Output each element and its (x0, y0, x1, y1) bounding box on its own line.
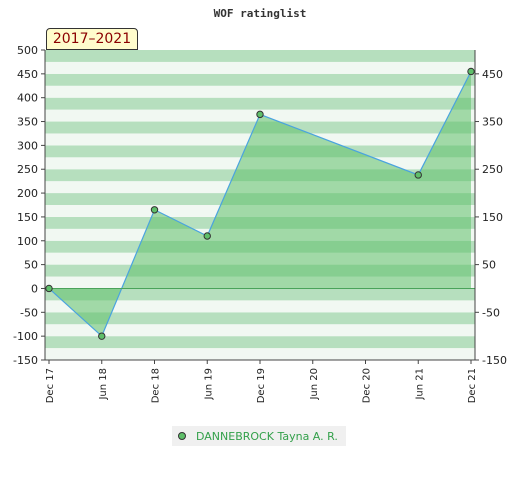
left-tick-label: 250 (17, 163, 38, 176)
x-tick-label: Dec 21 (467, 368, 478, 403)
background-band (45, 300, 475, 313)
legend[interactable]: DANNEBROCK Tayna A. R. (172, 426, 346, 446)
right-axis-ticks: 450 350 250 150 50 -50 -150 (475, 68, 507, 367)
left-axis-ticks: 500450400350300250200150100500-50-100-15… (13, 44, 45, 367)
background-band (45, 312, 475, 325)
right-tick-label: -150 (482, 354, 507, 367)
series-area-fill (49, 71, 471, 337)
left-tick-label: -100 (13, 330, 38, 343)
left-tick-label: 500 (17, 44, 38, 57)
background-band (45, 336, 475, 349)
left-tick-label: 100 (17, 235, 38, 248)
left-tick-label: 50 (24, 259, 38, 272)
right-tick-label: 150 (482, 211, 503, 224)
right-tick-label: 50 (482, 259, 496, 272)
background-band (45, 97, 475, 110)
x-tick-label: Dec 17 (45, 368, 56, 403)
left-tick-label: 150 (17, 211, 38, 224)
data-point (467, 67, 475, 76)
right-tick-label: 450 (482, 68, 503, 81)
background-band (45, 324, 475, 337)
x-tick-label: Dec 20 (362, 368, 373, 403)
data-point (150, 206, 159, 214)
data-point (414, 171, 422, 179)
x-tick-label: Jun 21 (414, 368, 425, 401)
x-axis-ticks: Dec 17 Jun 18 Dec 18 Jun 19 Dec 19 Jun 20 Dec … (45, 360, 478, 403)
right-tick-label: 250 (482, 163, 503, 176)
left-tick-label: -50 (20, 306, 38, 319)
x-tick-label: Jun 18 (98, 368, 109, 401)
data-point (98, 332, 106, 340)
left-tick-label: 200 (17, 187, 38, 200)
series-markers (45, 67, 475, 340)
background-band (45, 348, 475, 360)
period-label: 2017–2021 (46, 28, 138, 50)
left-tick-label: 450 (17, 68, 38, 81)
background-band (45, 73, 475, 86)
x-tick-label: Jun 19 (203, 368, 214, 401)
right-tick-label: -50 (482, 306, 500, 319)
legend-series-name: DANNEBROCK Tayna A. R. (196, 429, 338, 443)
left-tick-label: 350 (17, 116, 38, 129)
background-band (45, 288, 475, 301)
x-tick-label: Jun 20 (309, 368, 320, 401)
left-tick-label: 400 (17, 92, 38, 105)
background-band (45, 85, 475, 98)
background-band (45, 50, 475, 62)
data-point (203, 232, 211, 240)
chart-title: WOF ratinglist (214, 7, 307, 20)
legend-marker-icon (178, 432, 186, 440)
data-point (256, 110, 264, 119)
left-tick-label: 300 (17, 139, 38, 152)
data-point (45, 284, 53, 293)
background-band (45, 61, 475, 74)
x-tick-label: Dec 18 (151, 368, 162, 403)
x-tick-label: Dec 19 (256, 368, 267, 403)
right-tick-label: 350 (482, 116, 503, 129)
left-tick-label: -150 (13, 354, 38, 367)
left-tick-label: 0 (31, 282, 38, 295)
